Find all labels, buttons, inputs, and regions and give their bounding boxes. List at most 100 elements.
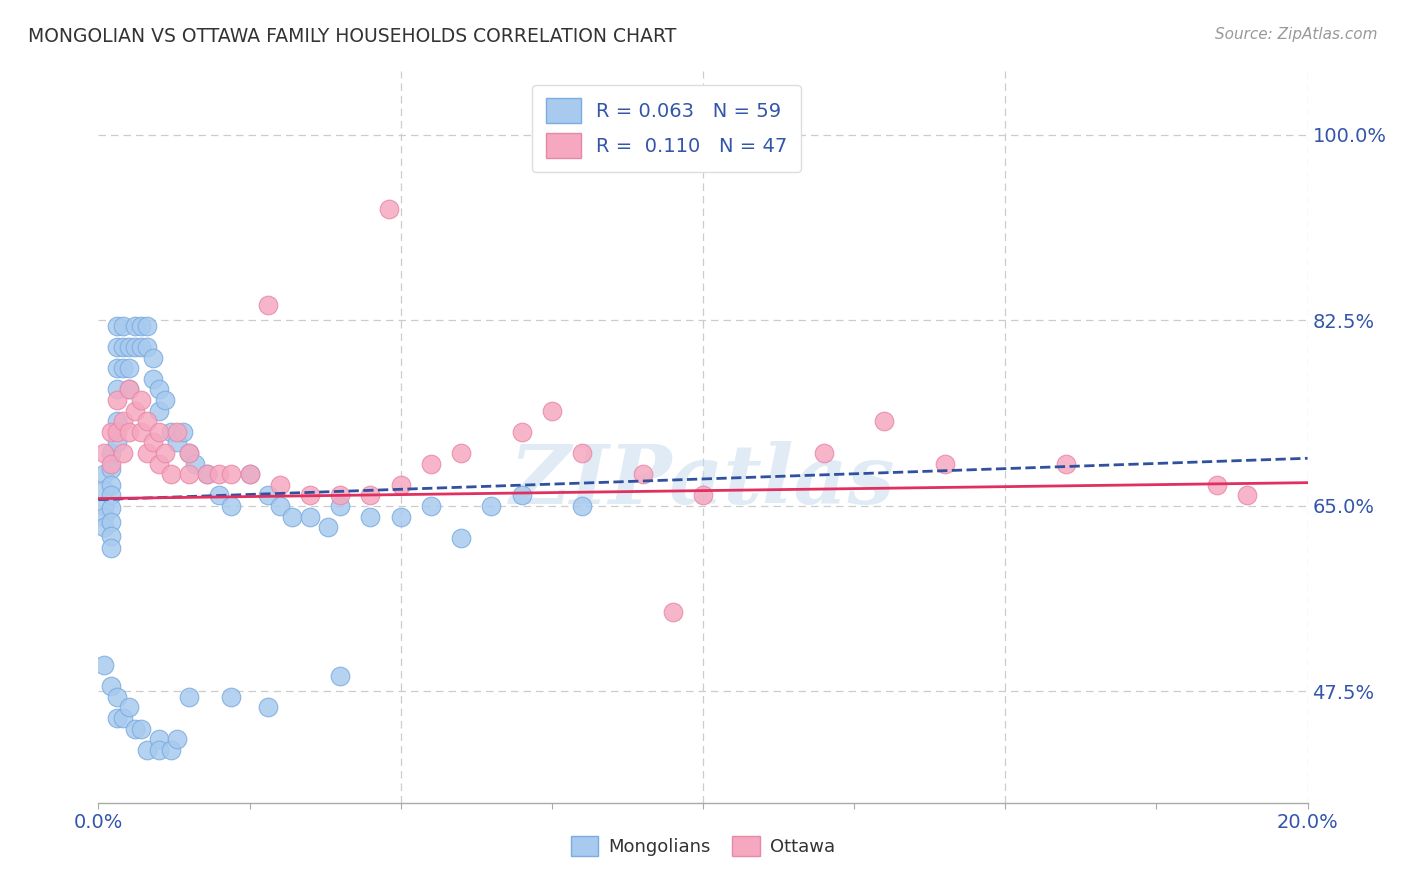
Point bbox=[179, 690, 201, 704]
Point bbox=[571, 446, 593, 460]
Point bbox=[118, 340, 141, 354]
Point bbox=[93, 520, 115, 534]
Point bbox=[148, 383, 170, 397]
Point bbox=[221, 467, 243, 482]
Point bbox=[166, 732, 188, 747]
Point bbox=[129, 722, 152, 736]
Point bbox=[166, 435, 188, 450]
Point bbox=[124, 318, 146, 333]
Point bbox=[142, 351, 165, 365]
Point bbox=[124, 403, 146, 417]
Point bbox=[111, 318, 134, 333]
Point bbox=[105, 361, 128, 376]
Point bbox=[934, 457, 956, 471]
Point bbox=[153, 392, 176, 407]
Point bbox=[129, 425, 152, 439]
Point bbox=[105, 414, 128, 428]
Point bbox=[105, 318, 128, 333]
Point bbox=[329, 668, 352, 682]
Point bbox=[389, 477, 412, 491]
Point bbox=[195, 467, 218, 482]
Point bbox=[105, 425, 128, 439]
Point bbox=[256, 297, 278, 311]
Point bbox=[105, 392, 128, 407]
Point bbox=[450, 531, 472, 545]
Point bbox=[420, 499, 443, 513]
Point bbox=[111, 361, 134, 376]
Point bbox=[93, 467, 115, 482]
Point bbox=[105, 690, 128, 704]
Point bbox=[316, 520, 339, 534]
Point bbox=[105, 340, 128, 354]
Text: Source: ZipAtlas.com: Source: ZipAtlas.com bbox=[1215, 27, 1378, 42]
Point bbox=[118, 383, 141, 397]
Point bbox=[450, 446, 472, 460]
Point bbox=[377, 202, 399, 216]
Point bbox=[208, 467, 231, 482]
Point bbox=[813, 446, 835, 460]
Point bbox=[160, 743, 183, 757]
Point bbox=[179, 446, 201, 460]
Point bbox=[160, 467, 183, 482]
Point bbox=[135, 318, 157, 333]
Point bbox=[172, 425, 194, 439]
Point bbox=[661, 605, 683, 619]
Point bbox=[100, 515, 122, 529]
Point bbox=[124, 722, 146, 736]
Point bbox=[142, 435, 165, 450]
Point bbox=[148, 743, 170, 757]
Point bbox=[105, 383, 128, 397]
Point bbox=[118, 700, 141, 714]
Point bbox=[135, 743, 157, 757]
Point bbox=[195, 467, 218, 482]
Point bbox=[135, 414, 157, 428]
Point bbox=[239, 467, 262, 482]
Point bbox=[184, 457, 207, 471]
Point bbox=[93, 446, 115, 460]
Point bbox=[100, 462, 122, 476]
Point bbox=[179, 467, 201, 482]
Point bbox=[1206, 477, 1229, 491]
Point bbox=[221, 690, 243, 704]
Text: MONGOLIAN VS OTTAWA FAMILY HOUSEHOLDS CORRELATION CHART: MONGOLIAN VS OTTAWA FAMILY HOUSEHOLDS CO… bbox=[28, 27, 676, 45]
Point bbox=[692, 488, 714, 502]
Point bbox=[269, 477, 291, 491]
Text: ZIPatlas: ZIPatlas bbox=[510, 441, 896, 521]
Point bbox=[100, 425, 122, 439]
Point bbox=[148, 732, 170, 747]
Point bbox=[329, 499, 352, 513]
Point bbox=[540, 403, 562, 417]
Point bbox=[148, 457, 170, 471]
Point bbox=[93, 658, 115, 673]
Point bbox=[100, 529, 122, 543]
Point bbox=[360, 509, 382, 524]
Point bbox=[100, 679, 122, 693]
Point bbox=[118, 383, 141, 397]
Point bbox=[389, 509, 412, 524]
Point bbox=[329, 488, 352, 502]
Point bbox=[105, 711, 128, 725]
Point bbox=[281, 509, 304, 524]
Point bbox=[100, 488, 122, 502]
Point bbox=[360, 488, 382, 502]
Point bbox=[299, 488, 322, 502]
Point bbox=[148, 425, 170, 439]
Point bbox=[100, 457, 122, 471]
Point bbox=[100, 477, 122, 491]
Point bbox=[160, 425, 183, 439]
Point bbox=[100, 446, 122, 460]
Point bbox=[111, 340, 134, 354]
Point bbox=[510, 488, 533, 502]
Point bbox=[256, 700, 278, 714]
Point bbox=[93, 509, 115, 524]
Point bbox=[179, 446, 201, 460]
Point bbox=[1054, 457, 1077, 471]
Point bbox=[148, 403, 170, 417]
Point bbox=[631, 467, 654, 482]
Point bbox=[166, 425, 188, 439]
Point bbox=[111, 711, 134, 725]
Point bbox=[142, 372, 165, 386]
Point bbox=[129, 392, 152, 407]
Point bbox=[111, 414, 134, 428]
Point bbox=[256, 488, 278, 502]
